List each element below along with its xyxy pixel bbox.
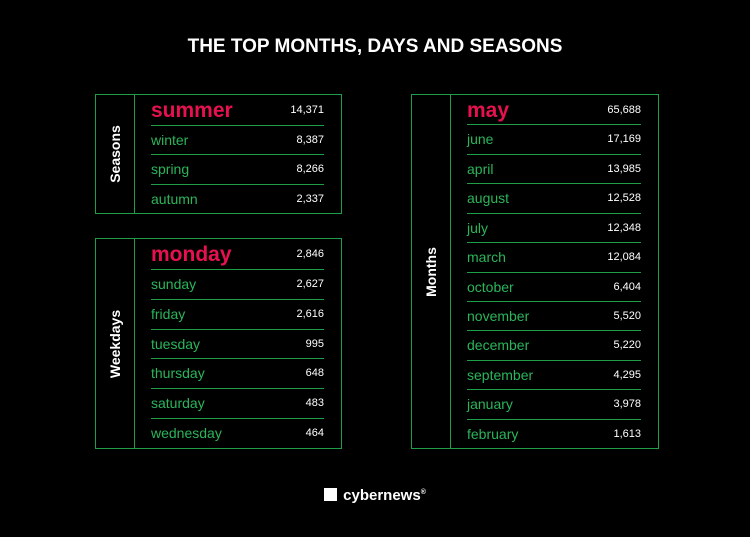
row-name: summer [151, 99, 233, 122]
brand-mark: ® [420, 489, 426, 496]
row-name: august [467, 190, 510, 207]
row-name: july [467, 219, 489, 236]
row-divider [467, 389, 641, 391]
row-divider [467, 359, 641, 361]
row-divider [151, 328, 324, 330]
title: THE TOP MONTHS, DAYS AND SEASONS [187, 36, 563, 57]
row-value: 3,978 [613, 398, 641, 411]
row-name: november [467, 307, 530, 324]
row-divider [151, 388, 324, 390]
row-value: 464 [305, 427, 324, 440]
row-divider [467, 153, 641, 155]
row-value: 65,688 [607, 104, 641, 116]
brand: cybernews [343, 487, 421, 504]
row-name: june [467, 131, 494, 148]
row-value: 995 [305, 337, 324, 350]
row-name: spring [151, 161, 190, 177]
row-value: 13,985 [607, 162, 641, 175]
row-name: thursday [151, 365, 205, 382]
row-value: 648 [305, 367, 324, 380]
row-name: autumn [151, 190, 198, 207]
row-name: wednesday [151, 425, 222, 442]
logo-icon [324, 488, 338, 501]
row-value: 6,404 [613, 280, 641, 293]
row-divider [467, 300, 641, 302]
row-value: 8,266 [296, 163, 324, 175]
row-divider [467, 183, 641, 185]
row-divider [151, 418, 324, 420]
label-column: Seasons [96, 95, 135, 213]
row-name: saturday [151, 395, 205, 412]
row-name: monday [151, 243, 232, 266]
row-name: april [467, 160, 494, 177]
row-value: 5,520 [613, 309, 641, 322]
table-label: Seasons [107, 125, 123, 183]
table: Seasons summer 14,371 winter 8,387 spring 8,26… [95, 94, 342, 214]
row-divider [467, 242, 641, 244]
row-name: winter [151, 131, 189, 148]
row-value: 2,846 [296, 248, 324, 260]
row-divider [467, 124, 641, 126]
row-divider [467, 330, 641, 332]
row-divider [151, 268, 324, 270]
row-divider [151, 298, 324, 300]
row-divider [467, 212, 641, 214]
table-label: Months [423, 246, 439, 297]
row-value: 12,348 [607, 221, 641, 234]
row-value: 14,371 [290, 104, 324, 116]
row-value: 5,220 [613, 339, 641, 352]
table-label: Weekdays [107, 309, 123, 378]
row-name: january [467, 396, 513, 413]
row-name: october [467, 278, 514, 295]
row-name: may [467, 99, 510, 122]
footer: cybernews® [0, 487, 750, 504]
row-divider [467, 418, 641, 420]
row-value: 483 [305, 397, 324, 410]
row-value: 12,528 [607, 192, 641, 205]
row-divider [467, 271, 641, 273]
row-value: 1,613 [613, 427, 641, 440]
row-name: friday [151, 305, 186, 322]
label-column: Months [412, 95, 451, 448]
row-divider [151, 154, 324, 155]
row-value: 8,387 [296, 133, 324, 146]
row-value: 4,295 [613, 368, 641, 381]
row-name: february [467, 425, 519, 442]
row-divider [151, 124, 324, 126]
row-name: december [467, 337, 530, 354]
row-name: sunday [151, 275, 197, 292]
table: Weekdays monday 2,846 sunday 2,627 friday 2,61… [95, 238, 342, 449]
row-value: 2,337 [296, 192, 324, 205]
table: Months may 65,688 june 17,169 april 13,985 augu… [411, 94, 659, 449]
row-value: 2,616 [296, 307, 324, 320]
row-name: march [467, 249, 506, 266]
row-divider [151, 183, 324, 185]
row-divider [151, 358, 324, 360]
row-value: 2,627 [296, 277, 324, 290]
label-column: Weekdays [96, 239, 135, 448]
row-value: 12,084 [607, 251, 641, 264]
row-name: september [467, 366, 534, 383]
row-name: tuesday [151, 335, 201, 352]
row-value: 17,169 [607, 133, 641, 146]
